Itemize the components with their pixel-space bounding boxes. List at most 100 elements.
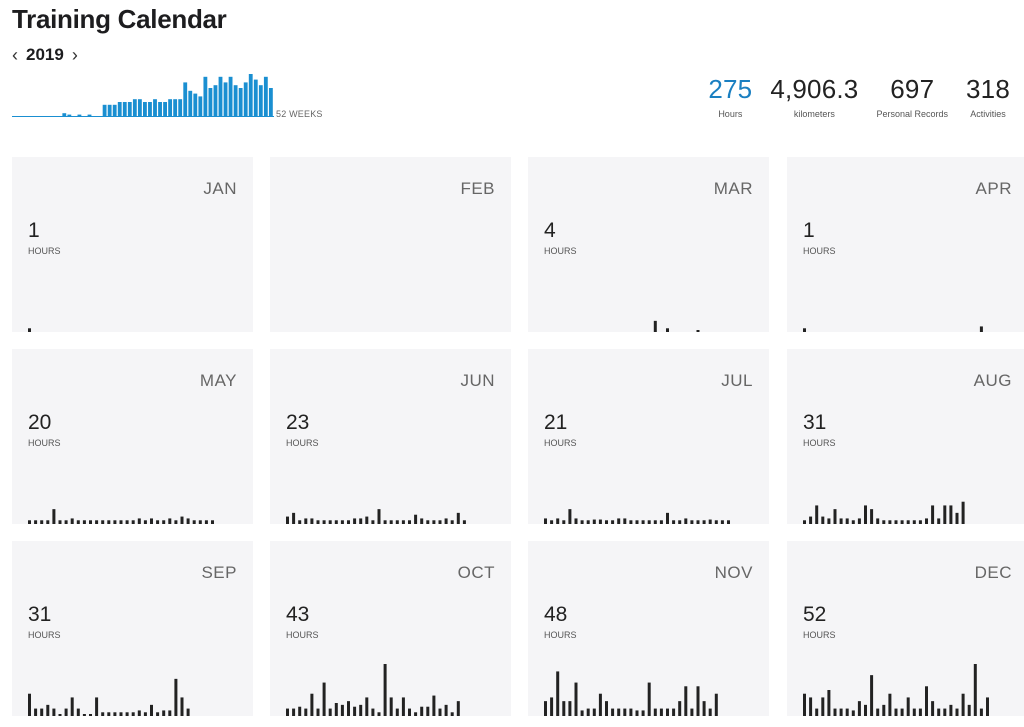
week-bar[interactable] bbox=[243, 82, 248, 116]
day-bar[interactable] bbox=[137, 518, 141, 524]
week-bar[interactable] bbox=[168, 99, 173, 116]
day-bar[interactable] bbox=[34, 708, 38, 716]
day-bar[interactable] bbox=[46, 704, 50, 716]
day-bar[interactable] bbox=[851, 520, 855, 524]
day-bar[interactable] bbox=[641, 520, 645, 524]
day-bar[interactable] bbox=[684, 518, 688, 524]
day-bar[interactable] bbox=[150, 704, 153, 716]
week-bar[interactable] bbox=[122, 102, 127, 116]
day-bar[interactable] bbox=[623, 518, 627, 524]
day-bar[interactable] bbox=[611, 708, 615, 716]
day-bar[interactable] bbox=[420, 706, 424, 716]
day-bar[interactable] bbox=[925, 686, 928, 716]
day-bar[interactable] bbox=[438, 708, 442, 716]
day-bar[interactable] bbox=[961, 693, 965, 716]
day-bar[interactable] bbox=[131, 520, 135, 524]
day-bar[interactable] bbox=[371, 520, 375, 524]
day-bar[interactable] bbox=[70, 697, 74, 716]
day-bar[interactable] bbox=[426, 706, 430, 716]
day-bar[interactable] bbox=[365, 516, 369, 524]
day-bar[interactable] bbox=[456, 701, 460, 716]
day-bar[interactable] bbox=[347, 701, 350, 716]
day-bar[interactable] bbox=[95, 520, 99, 524]
day-bar[interactable] bbox=[168, 518, 172, 524]
day-bar[interactable] bbox=[864, 704, 867, 716]
day-bar[interactable] bbox=[647, 682, 651, 716]
day-bar[interactable] bbox=[918, 520, 922, 524]
day-bar[interactable] bbox=[119, 712, 123, 716]
day-bar[interactable] bbox=[678, 701, 682, 716]
day-bar[interactable] bbox=[432, 695, 436, 716]
day-bar[interactable] bbox=[340, 520, 344, 524]
day-bar[interactable] bbox=[408, 520, 411, 524]
day-bar[interactable] bbox=[58, 520, 62, 524]
day-bar[interactable] bbox=[180, 697, 184, 716]
day-bar[interactable] bbox=[659, 708, 663, 716]
day-bar[interactable] bbox=[383, 664, 387, 716]
week-bar[interactable] bbox=[198, 96, 203, 116]
day-bar[interactable] bbox=[40, 520, 44, 524]
day-bar[interactable] bbox=[864, 505, 867, 524]
week-bar[interactable] bbox=[127, 102, 132, 116]
day-bar[interactable] bbox=[58, 714, 62, 716]
day-bar[interactable] bbox=[690, 520, 694, 524]
month-card-may[interactable]: MAY 20 HOURS bbox=[12, 349, 253, 524]
day-bar[interactable] bbox=[198, 520, 202, 524]
day-bar[interactable] bbox=[353, 706, 357, 716]
day-bar[interactable] bbox=[174, 678, 178, 716]
day-bar[interactable] bbox=[401, 697, 405, 716]
day-bar[interactable] bbox=[131, 712, 135, 716]
day-bar[interactable] bbox=[52, 708, 56, 716]
day-bar[interactable] bbox=[821, 516, 825, 524]
day-bar[interactable] bbox=[876, 518, 880, 524]
day-bar[interactable] bbox=[973, 664, 977, 716]
week-bar[interactable] bbox=[132, 99, 137, 116]
week-bar[interactable] bbox=[148, 102, 152, 116]
day-bar[interactable] bbox=[617, 518, 621, 524]
week-bar[interactable] bbox=[263, 76, 268, 116]
day-bar[interactable] bbox=[544, 701, 547, 716]
day-bar[interactable] bbox=[292, 512, 296, 524]
day-bar[interactable] bbox=[556, 518, 560, 524]
day-bar[interactable] bbox=[949, 704, 953, 716]
day-bar[interactable] bbox=[304, 708, 308, 716]
day-bar[interactable] bbox=[113, 520, 117, 524]
week-bar[interactable] bbox=[203, 76, 208, 116]
day-bar[interactable] bbox=[803, 693, 806, 716]
day-bar[interactable] bbox=[359, 518, 363, 524]
day-bar[interactable] bbox=[580, 710, 584, 716]
week-bar[interactable] bbox=[188, 90, 193, 116]
day-bar[interactable] bbox=[95, 697, 99, 716]
day-bar[interactable] bbox=[803, 520, 806, 524]
week-bar[interactable] bbox=[193, 93, 198, 116]
week-bar[interactable] bbox=[153, 99, 157, 116]
week-bar[interactable] bbox=[87, 114, 92, 116]
day-bar[interactable] bbox=[310, 518, 314, 524]
day-bar[interactable] bbox=[334, 703, 338, 716]
day-bar[interactable] bbox=[316, 708, 320, 716]
day-bar[interactable] bbox=[125, 712, 129, 716]
day-bar[interactable] bbox=[943, 505, 947, 524]
day-bar[interactable] bbox=[702, 701, 706, 716]
day-bar[interactable] bbox=[444, 704, 448, 716]
day-bar[interactable] bbox=[653, 520, 657, 524]
day-bar[interactable] bbox=[888, 520, 892, 524]
day-bar[interactable] bbox=[64, 520, 68, 524]
day-bar[interactable] bbox=[89, 520, 92, 524]
day-bar[interactable] bbox=[696, 330, 700, 332]
day-bar[interactable] bbox=[316, 520, 320, 524]
day-bar[interactable] bbox=[174, 520, 178, 524]
day-bar[interactable] bbox=[937, 708, 941, 716]
day-bar[interactable] bbox=[906, 520, 910, 524]
day-bar[interactable] bbox=[180, 516, 184, 524]
day-bar[interactable] bbox=[204, 520, 208, 524]
day-bar[interactable] bbox=[641, 710, 645, 716]
day-bar[interactable] bbox=[143, 520, 147, 524]
day-bar[interactable] bbox=[371, 708, 375, 716]
week-bar[interactable] bbox=[173, 99, 178, 116]
day-bar[interactable] bbox=[605, 520, 608, 524]
day-bar[interactable] bbox=[666, 328, 669, 332]
day-bar[interactable] bbox=[839, 518, 843, 524]
day-bar[interactable] bbox=[857, 518, 861, 524]
day-bar[interactable] bbox=[353, 518, 357, 524]
